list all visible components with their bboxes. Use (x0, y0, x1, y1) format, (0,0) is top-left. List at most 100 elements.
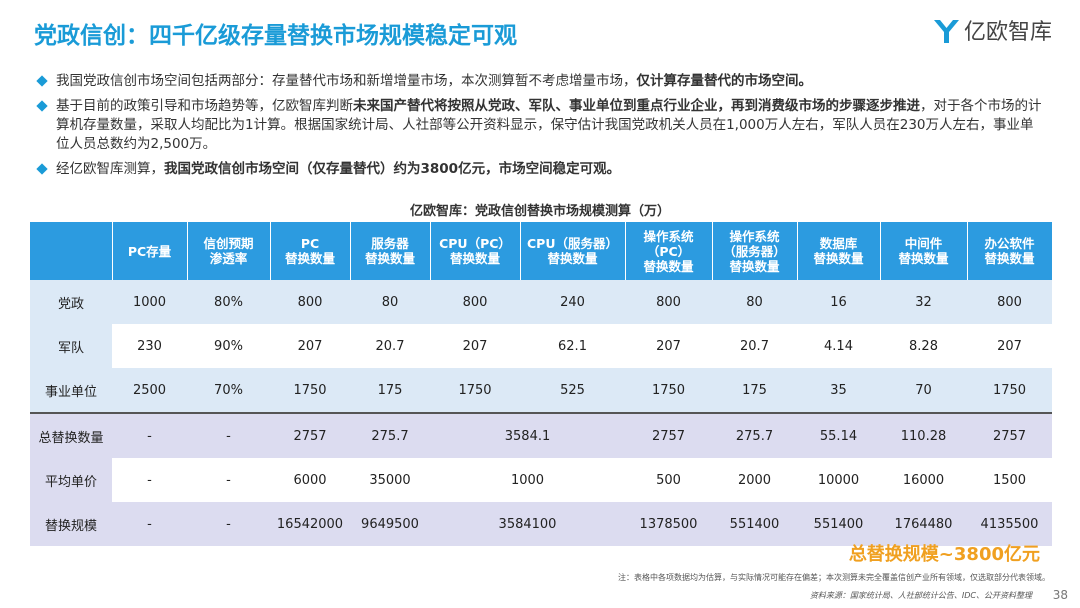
header-line: 信创预期 (203, 236, 254, 251)
header-line: 替换数量 (898, 251, 949, 266)
header-cell: 信创预期 渗透率 (187, 222, 271, 280)
highlight: 总替换规模~3800亿元 (848, 544, 1040, 565)
page-number: 38 (1052, 588, 1068, 602)
cell: 1750 (625, 368, 712, 413)
table: PC存量 信创预期 渗透率 PC 替换数量 服务器 替换数量 CPU（PC） 替换数量 CPU（服… (30, 222, 1053, 546)
cell: 207 (270, 324, 350, 368)
cell: 55.14 (797, 412, 880, 458)
cell: - (187, 458, 270, 502)
cell: 35000 (350, 458, 430, 502)
cell: 800 (967, 280, 1052, 324)
logo-text: 亿欧智库 (963, 20, 1052, 45)
cell: 4135500 (967, 502, 1052, 546)
header-line: 中间件 (904, 236, 943, 251)
header-line: CPU（PC） (439, 236, 511, 251)
cell: 1750 (270, 368, 350, 413)
table-row: 平均单价 - -6000 35000 1000 500 2000 10000 16000 1500 (30, 458, 1052, 502)
cell: 1750 (430, 368, 520, 413)
table-row: 替换规模 - -16542000 9649500 3584100 1378500 55140… (30, 502, 1052, 546)
header-line: 渗透率 (209, 251, 248, 266)
row-label: 党政 (30, 280, 112, 324)
cell: 9649500 (350, 502, 430, 546)
cell: 240 (520, 280, 625, 324)
logo-icon (933, 20, 959, 43)
table-row: 党政 1000 80% 800 80 800 240 800 80 16 32 800 (30, 280, 1052, 324)
note: 注：表格中各项数据均为估算，与实际情况可能存在偏差；本次测算未完全覆盖信创产业所… (618, 573, 1050, 582)
header-cell: 服务器 替换数量 (350, 222, 431, 280)
cell: 6000 (270, 458, 350, 502)
cell: 4.14 (797, 324, 880, 368)
table-title: 亿欧智库：党政信创替换市场规模测算（万） (409, 204, 670, 219)
row-label: 平均单价 (30, 458, 112, 502)
cell: 525 (520, 368, 625, 413)
cell: 1000 (112, 280, 187, 324)
header-line: 替换数量 (813, 251, 864, 266)
header-line: 服务器 (371, 236, 409, 251)
bullet: 我国党政信创市场空间包括两部分：存量替代市场和新增增量市场，本次测算暂不考虑增量… (36, 72, 1046, 91)
header-line: 替换数量 (729, 258, 780, 274)
cell: 800 (430, 280, 520, 324)
cell: 1378500 (625, 502, 712, 546)
title: 党政信创：四千亿级存量替换市场规模稳定可观 (34, 23, 517, 49)
table-row: 事业单位 2500 70% 1750 175 1750 525 1750 175 35 70 1750 (30, 368, 1052, 413)
cell: 207 (430, 324, 520, 368)
header-line: 办公软件 (984, 236, 1035, 251)
header-cell: 中间件 替换数量 (880, 222, 968, 280)
header-line: 替换数量 (547, 251, 598, 266)
cell: 1764480 (880, 502, 967, 546)
cell: 800 (270, 280, 350, 324)
cell: 1000 (430, 458, 625, 502)
table-row: 军队 230 90% 207 20.7 207 62.1 207 20.7 4.14 8.28 207 (30, 324, 1052, 368)
cell: 207 (625, 324, 712, 368)
cell: 20.7 (712, 324, 797, 368)
cell: 16 (797, 280, 880, 324)
cell: 275.7 (350, 412, 430, 458)
bullet-text: 经亿欧智库测算， (56, 161, 164, 177)
header-cell: 操作系统 （PC） 替换数量 (625, 222, 713, 280)
cell: 8.28 (880, 324, 967, 368)
cell: 207 (967, 324, 1052, 368)
bullet: 经亿欧智库测算，我国党政信创市场空间（仅存量替代）约为3800亿元，市场空间稳定… (36, 160, 1046, 179)
cell: 500 (625, 458, 712, 502)
cell: 110.28 (880, 412, 967, 458)
row-label: 替换规模 (30, 502, 112, 546)
cell: 1500 (967, 458, 1052, 502)
cell: 70 (880, 368, 967, 413)
cell: 32 (880, 280, 967, 324)
cell: 2757 (625, 412, 712, 458)
header-line: 替换数量 (284, 251, 335, 266)
cell: - (112, 458, 187, 502)
header-line: 替换数量 (643, 258, 694, 274)
cell: 2500 (112, 368, 187, 413)
cell: 3584100 (430, 502, 625, 546)
cell: 175 (712, 368, 797, 413)
bullets: 我国党政信创市场空间包括两部分：存量替代市场和新增增量市场，本次测算暂不考虑增量… (36, 72, 1046, 185)
bullet-text: 未来国产替代将按照从党政、军队、事业单位到重点行业企业，再到消费级市场的步骤逐步… (353, 98, 920, 114)
cell: - (112, 502, 187, 546)
header-line: 操作系统 (643, 228, 694, 244)
cell: 1750 (967, 368, 1052, 413)
cell: 20.7 (350, 324, 430, 368)
row-label: 军队 (30, 324, 112, 368)
cell: 175 (350, 368, 430, 413)
header-line: PC (300, 236, 320, 251)
bullet-text: 基于目前的政策引导和市场趋势等，亿欧智库判断 (56, 98, 353, 114)
header-line: 操作系统 (729, 228, 780, 244)
source: 资料来源：国家统计局、人社部统计公告、IDC、公开资料整理 (809, 591, 1032, 600)
header-cell: 操作系统 （服务器） 替换数量 (712, 222, 798, 280)
cell: 80% (187, 280, 270, 324)
cell: - (112, 412, 187, 458)
row-label: 总替换数量 (30, 412, 112, 458)
cell: 62.1 (520, 324, 625, 368)
cell: 2757 (967, 412, 1052, 458)
header-cell: CPU（服务器） 替换数量 (520, 222, 626, 280)
cell: 90% (187, 324, 270, 368)
logo: 亿欧智库 (932, 14, 1052, 46)
header-cell: PC存量 (112, 222, 188, 280)
cell: 80 (712, 280, 797, 324)
header-line: （服务器） (723, 243, 786, 259)
bullet-text: 我国党政信创市场空间包括两部分：存量替代市场和新增增量市场，本次测算暂不考虑增量… (56, 73, 637, 89)
cell: 551400 (797, 502, 880, 546)
header-line: （PC） (646, 243, 691, 259)
header-line: 替换数量 (364, 251, 415, 266)
